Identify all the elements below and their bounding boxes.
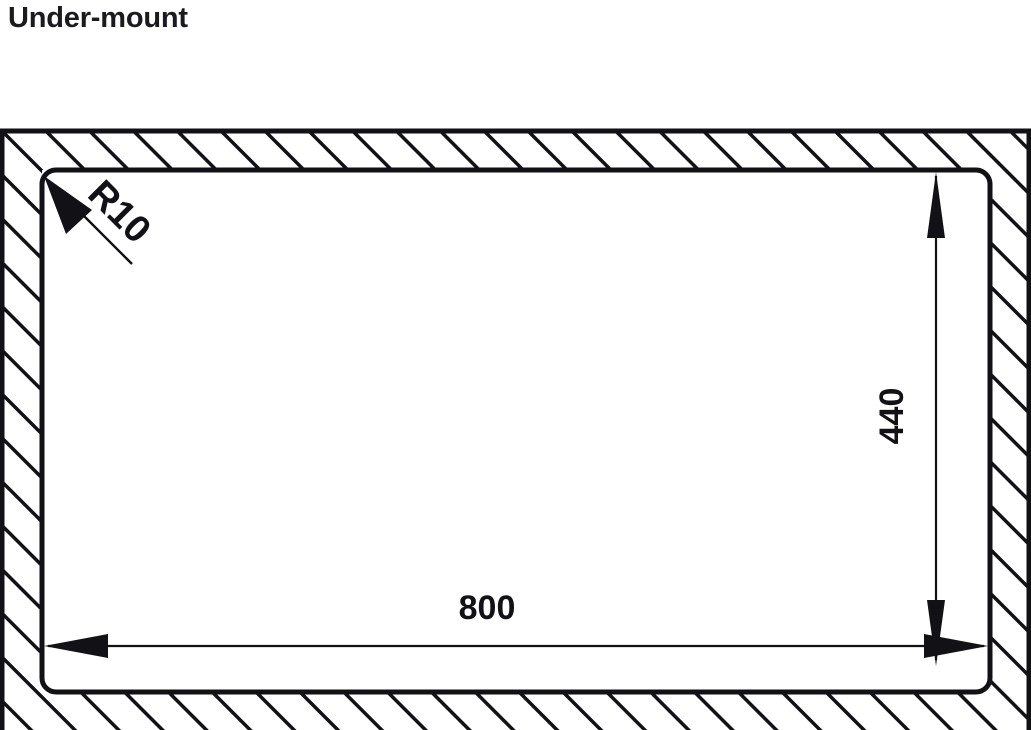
height-arrow-top (927, 172, 945, 238)
width-arrow-left (44, 634, 108, 658)
r10-arrowhead (44, 176, 92, 234)
width-dimension-label: 800 (459, 589, 516, 627)
page-title: Under-mount (8, 2, 188, 34)
width-arrow-right (924, 634, 988, 658)
section-outer-outline (0, 128, 1031, 730)
height-dimension-label: 440 (873, 388, 911, 445)
dimension-height: 440 (873, 172, 945, 666)
sink-cutout-outline (39, 167, 993, 695)
height-arrow-bottom (927, 600, 945, 666)
countertop-hatched-frame (0, 128, 1031, 730)
dimension-width: 800 (44, 589, 988, 658)
